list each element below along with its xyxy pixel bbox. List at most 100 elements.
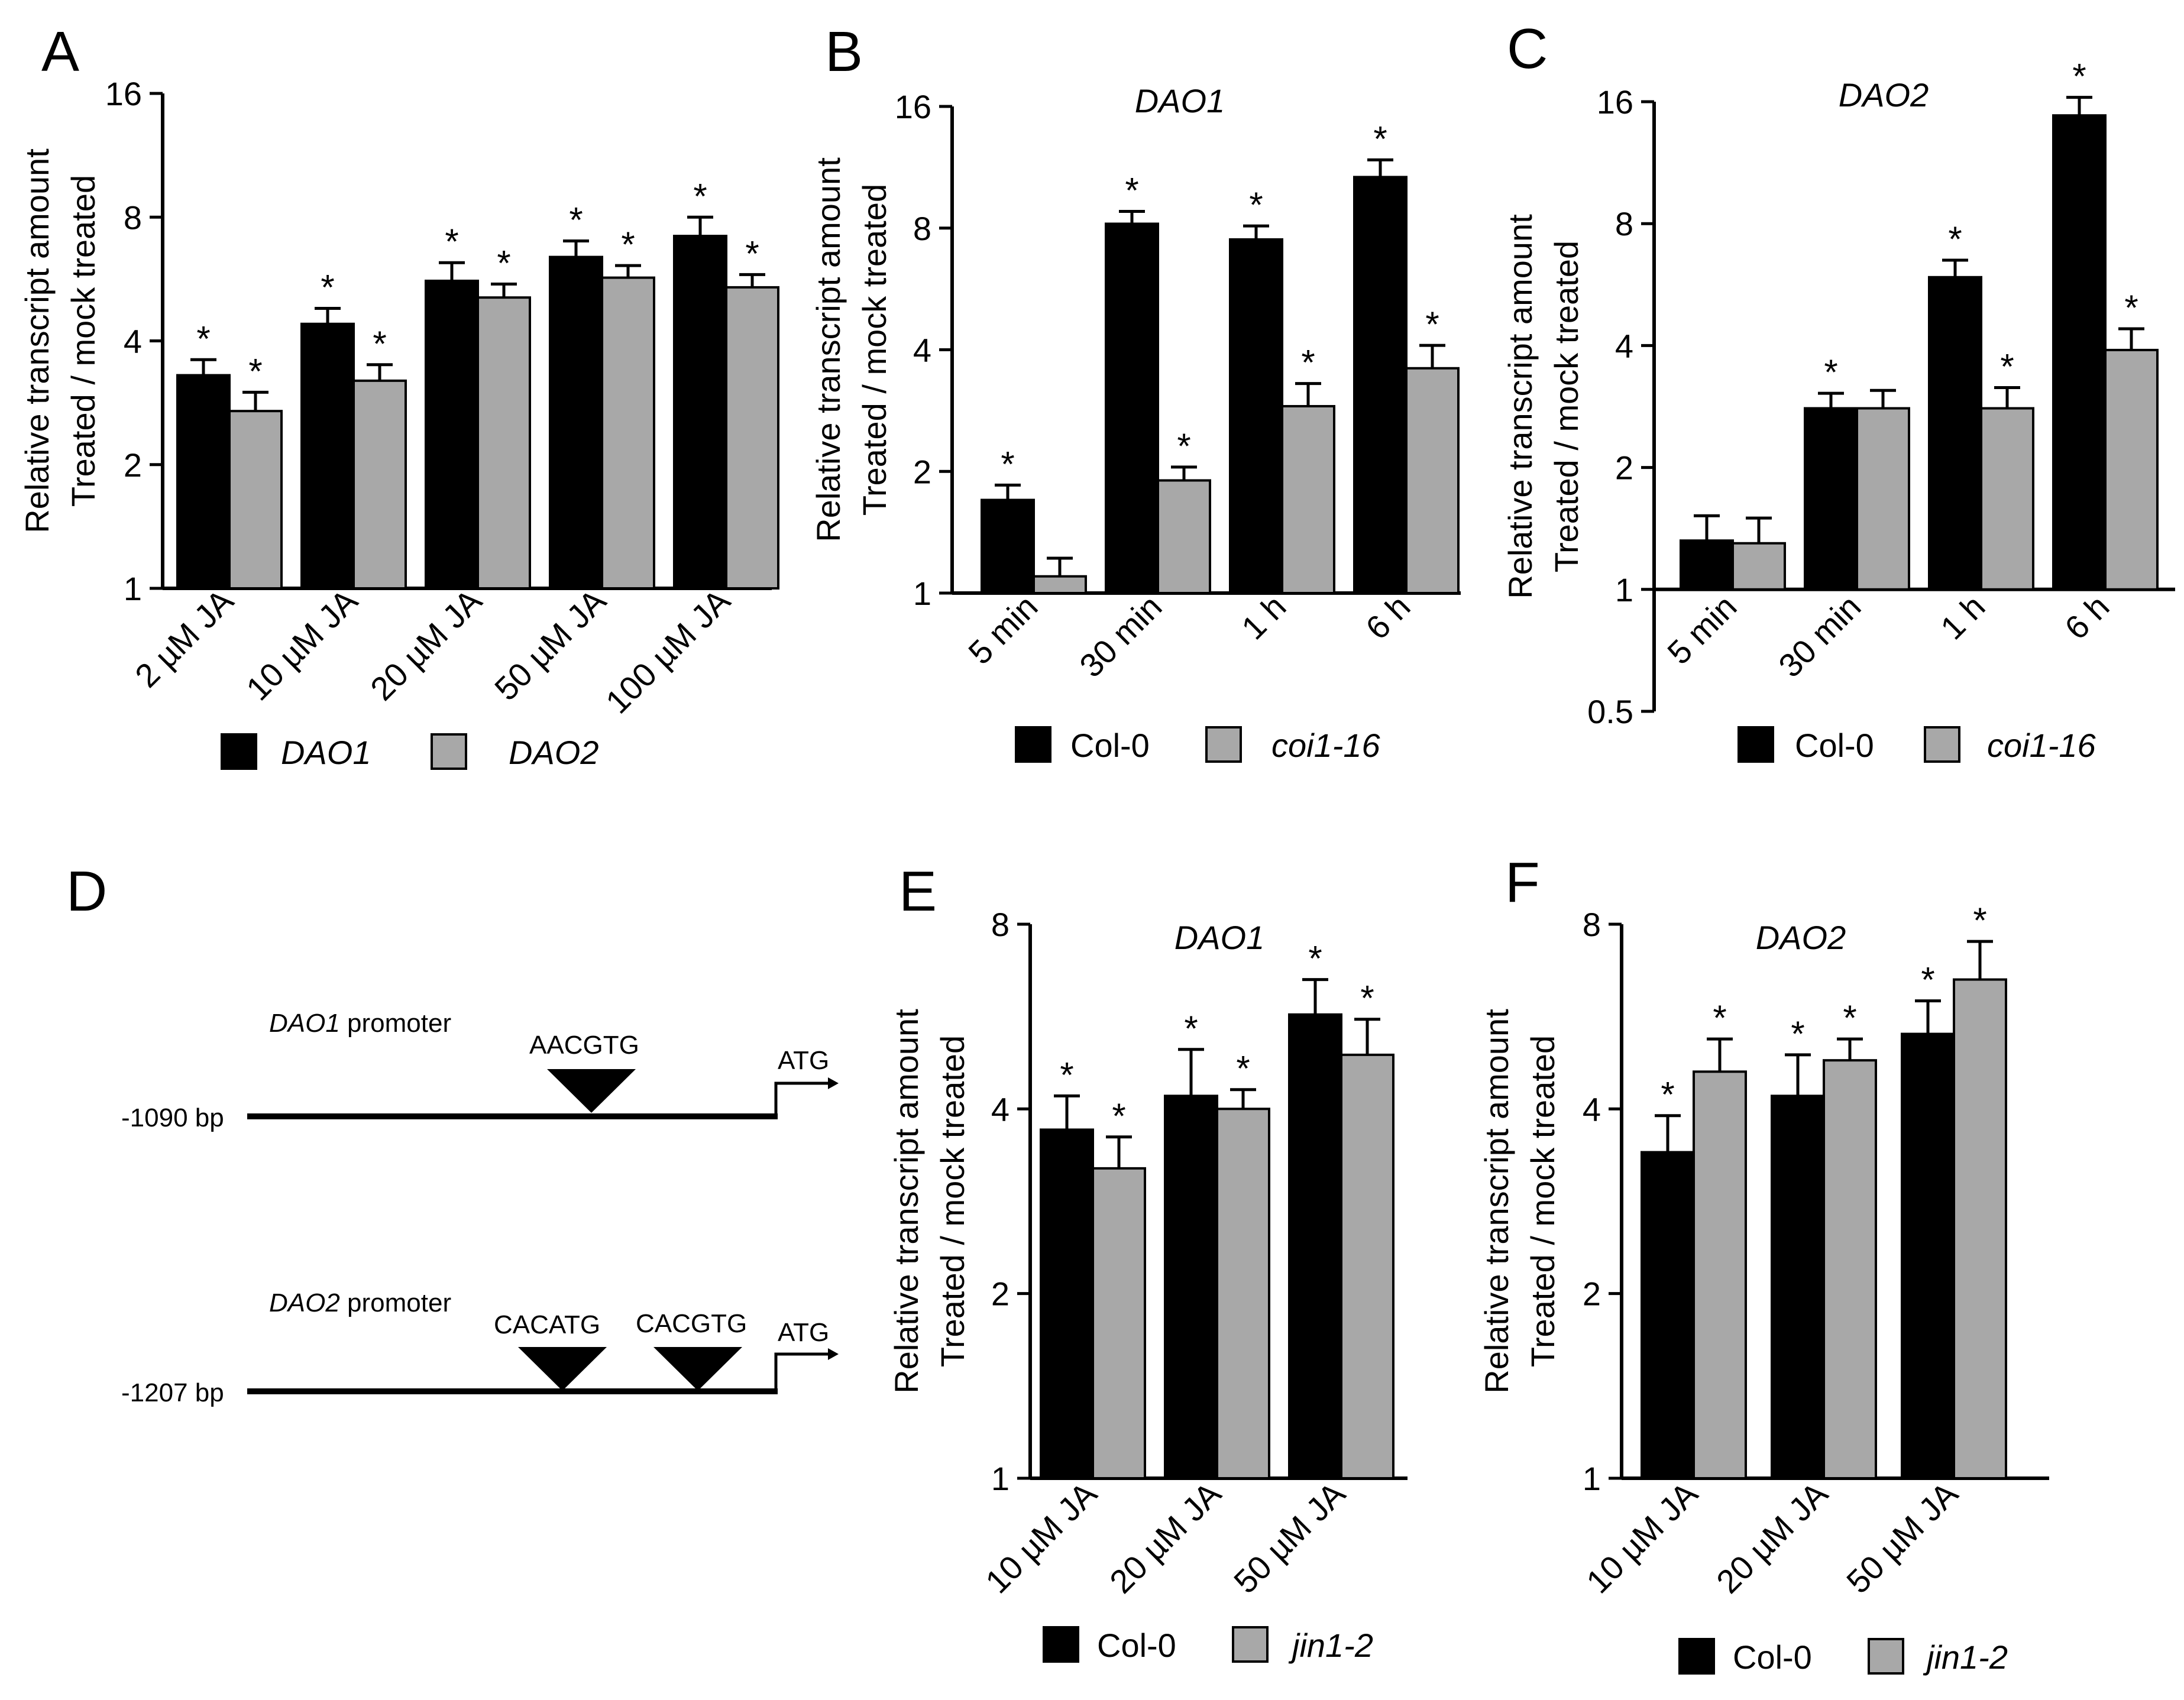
category-label: 30 min	[1771, 588, 1868, 684]
significance-star: *	[2000, 347, 2014, 386]
significance-star: *	[1973, 901, 1986, 940]
motif-triangle	[547, 1069, 636, 1113]
category-label: 50 µM JA	[487, 581, 613, 707]
bar-jin1-2	[1953, 978, 2007, 1479]
y-tick-label: 8	[1583, 906, 1601, 943]
promoter-dao1-motif-1: AACGTG	[529, 1031, 639, 1060]
bar-jin1-2	[1340, 1053, 1394, 1479]
legend-label: Col-0	[1733, 1639, 1812, 1676]
y-tick-label: 16	[895, 88, 931, 125]
category-label: 6 h	[2057, 588, 2117, 647]
bar-col-0	[1229, 238, 1283, 594]
bar-jin1-2	[1092, 1167, 1146, 1479]
bar-col-0	[1641, 1151, 1695, 1480]
legend-label: DAO1	[281, 734, 371, 771]
promoter-dao1-atg: ATG	[778, 1046, 829, 1075]
significance-star: *	[1060, 1055, 1073, 1095]
y-axis-label-line2: Treated / mock treated	[856, 184, 893, 516]
bar-dao1	[549, 255, 603, 590]
bar-jin1-2	[1693, 1070, 1747, 1479]
tss-arrow	[774, 1352, 828, 1391]
bar-col-0	[1040, 1128, 1094, 1479]
bar-dao1	[673, 235, 727, 590]
promoter-dao2-name: DAO2	[269, 1288, 340, 1317]
legend-label: Col-0	[1795, 727, 1874, 764]
chart-title: DAO1	[1135, 82, 1225, 119]
y-axis-label-line1: Relative transcript amount	[888, 1009, 925, 1394]
legend-swatch	[1924, 726, 1960, 763]
bar-col-0	[1804, 407, 1858, 591]
y-tick-label: 1	[1615, 571, 1633, 608]
category-label: 20 µM JA	[363, 581, 489, 707]
promoter-dao1-name: DAO1	[269, 1009, 340, 1038]
y-tick-label: 1	[124, 570, 142, 607]
y-tick-label: 0.5	[1587, 693, 1633, 730]
significance-star: *	[1713, 998, 1726, 1038]
y-tick-label: 8	[124, 199, 142, 236]
y-tick-label: 2	[991, 1275, 1010, 1313]
y-tick-label: 4	[1615, 327, 1633, 364]
y-tick-label: 2	[124, 446, 142, 484]
legend-swatch	[1738, 726, 1774, 763]
significance-star: *	[1824, 352, 1837, 392]
significance-star: *	[445, 222, 458, 261]
category-label: 6 h	[1358, 588, 1418, 647]
bar-coi1-16	[1405, 367, 1460, 595]
promoter-dao1-label: DAO1 promoter	[269, 1009, 451, 1038]
legend-label: jin1-2	[1288, 1627, 1373, 1664]
bar-col-0	[981, 498, 1035, 594]
chart-panel-b: 1 2 4 8 16 Relative transcript amount Treated …	[810, 82, 1461, 764]
y-tick-label: 4	[991, 1090, 1010, 1128]
significance-star: *	[1360, 979, 1374, 1018]
significance-star: *	[1843, 998, 1856, 1038]
significance-star: *	[1125, 170, 1138, 210]
chart-panel-e: 1 2 4 8 Relative transcript amount Treated / …	[888, 906, 1408, 1664]
significance-star: *	[1112, 1096, 1125, 1136]
category-label: 5 min	[961, 588, 1044, 671]
significance-star: *	[2072, 57, 2086, 96]
significance-star: *	[1308, 939, 1322, 979]
bar-coi1-16	[1157, 479, 1211, 595]
bar-col-0	[1901, 1032, 1955, 1480]
significance-star: *	[1184, 1009, 1198, 1048]
legend-label: DAO2	[509, 734, 599, 771]
y-tick-label: 16	[1597, 83, 1633, 121]
category-label: 50 µM JA	[1839, 1474, 1965, 1600]
chart-panel-f: 1 2 4 8 Relative transcript amount Treated / …	[1478, 901, 2049, 1676]
y-tick-label: 4	[913, 332, 931, 369]
promoter-dao2-motif-2: CACGTG	[636, 1309, 747, 1338]
bar-col-0	[1771, 1095, 1825, 1479]
category-label: 20 µM JA	[1102, 1474, 1228, 1600]
promoter-dao2: DAO2 promoter CACATG CACGTG -1207 bp ATG	[121, 1288, 839, 1407]
significance-star: *	[1661, 1075, 1674, 1115]
promoter-dao1-length: -1090 bp	[121, 1103, 224, 1132]
panel-letter-a: A	[41, 20, 79, 83]
bar-coi1-16	[1856, 407, 1910, 591]
significance-star: *	[373, 324, 386, 364]
y-tick-label: 8	[1615, 205, 1633, 242]
promoter-line	[247, 1388, 778, 1394]
bar-coi1-16	[1033, 575, 1087, 595]
significance-star: *	[1921, 960, 1934, 1000]
significance-star: *	[1249, 185, 1263, 225]
y-axis-label-line1: Relative transcript amount	[1478, 1009, 1515, 1394]
legend-swatch	[1678, 1638, 1715, 1675]
y-axis-label-line2: Treated / mock treated	[1548, 241, 1585, 572]
legend-swatch	[221, 733, 257, 770]
bar-col-0	[1353, 176, 1408, 594]
promoter-diagram: DAO1 promoter AACGTG -1090 bp ATG DAO2 p…	[121, 1009, 839, 1407]
category-label: 5 min	[1660, 588, 1743, 671]
y-tick-label: 2	[1583, 1275, 1601, 1313]
y-axis-label-line2: Treated / mock treated	[1524, 1035, 1561, 1367]
promoter-dao2-motif-1: CACATG	[494, 1310, 600, 1339]
legend-label: coi1-16	[1987, 727, 2096, 764]
legend-swatch	[1015, 726, 1051, 763]
y-tick-label: 8	[913, 210, 931, 247]
category-label: 1 h	[1933, 588, 1992, 647]
promoter-dao2-label: DAO2 promoter	[269, 1288, 451, 1317]
panel-letter-d: D	[66, 860, 107, 923]
bar-dao1	[300, 322, 355, 590]
bar-dao1	[176, 374, 231, 590]
y-axis-label-line1: Relative transcript amount	[1502, 214, 1539, 599]
